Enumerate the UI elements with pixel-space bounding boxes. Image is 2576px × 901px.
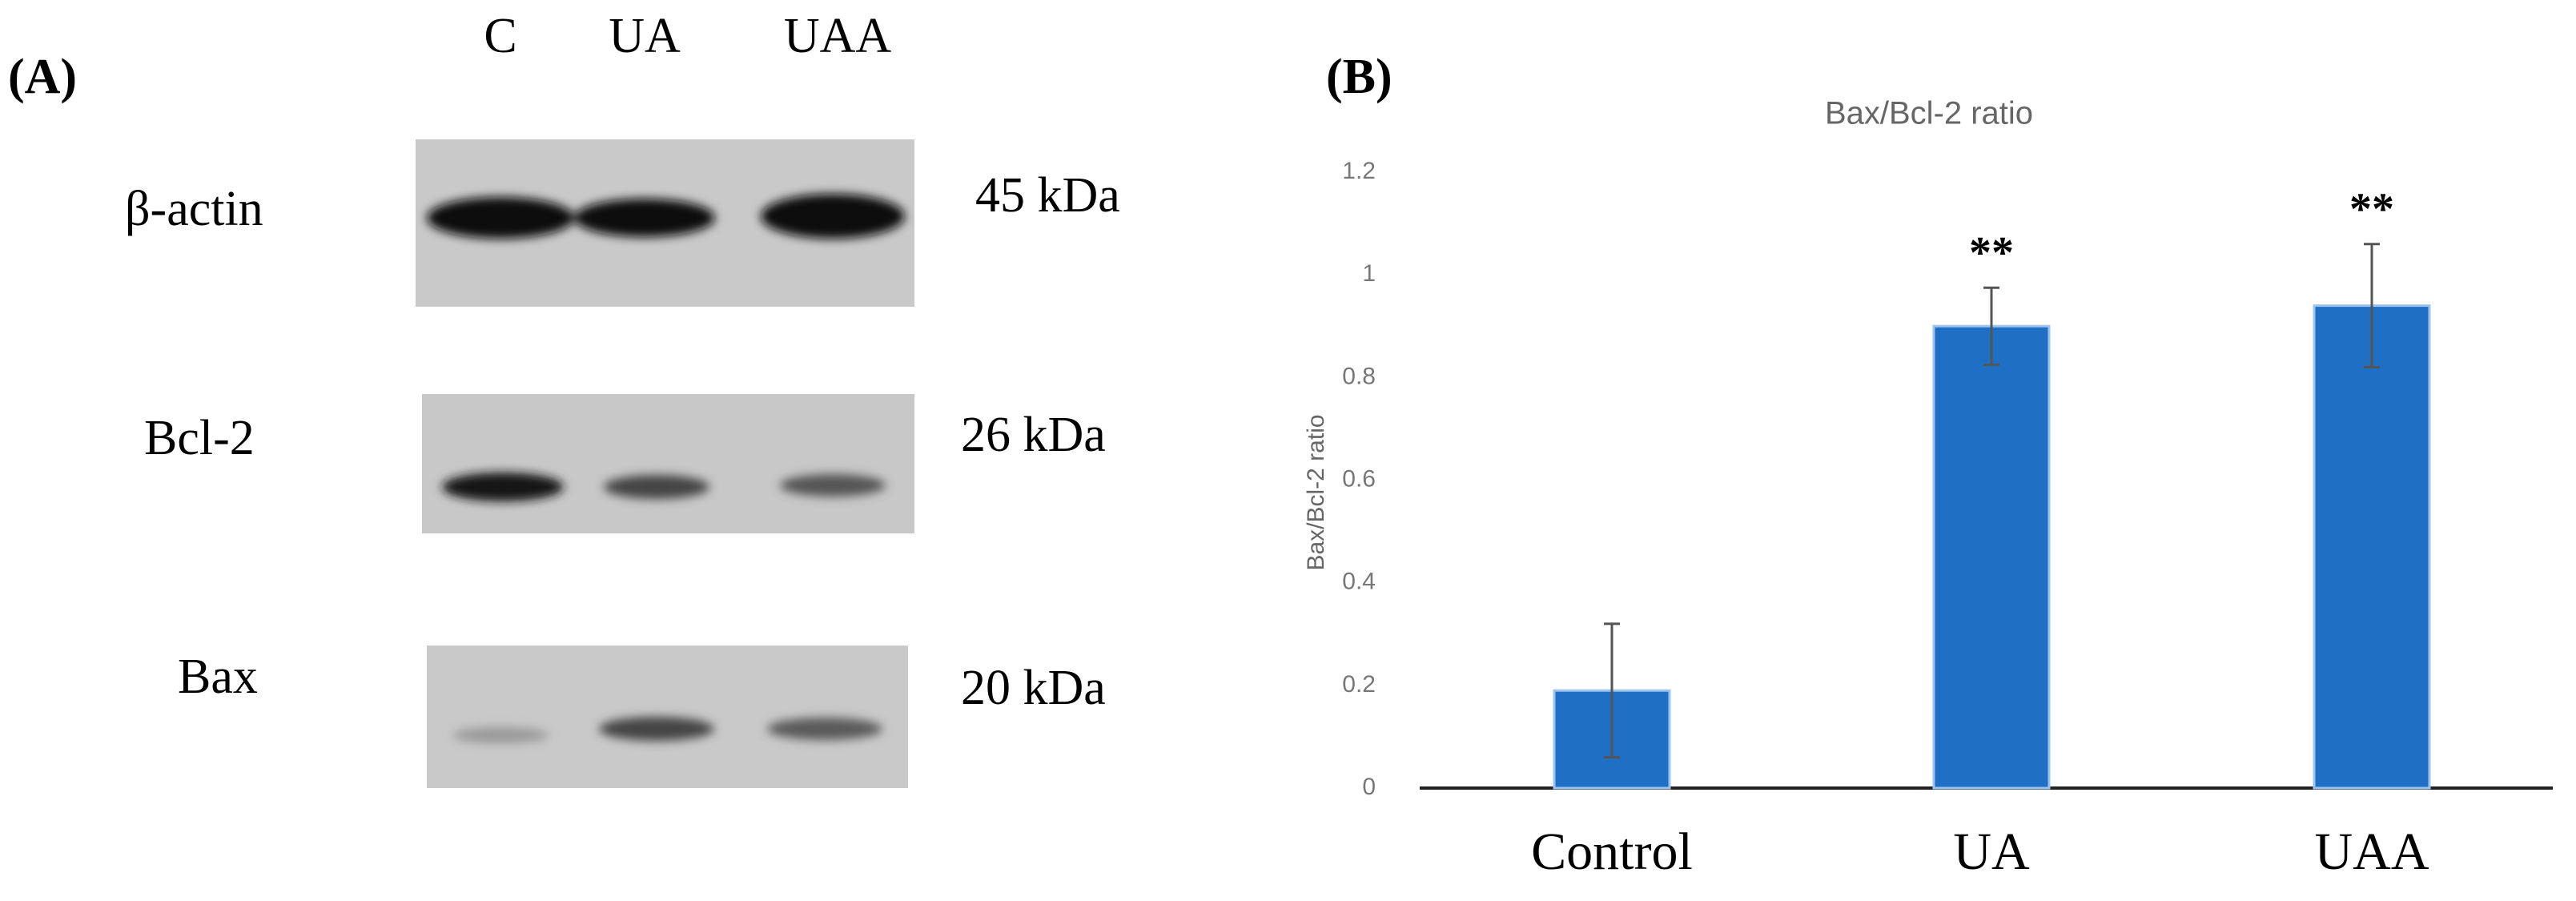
panel-b: (B) Bax/Bcl-2 ratio Bax/Bcl-2 ratio 0 0.2… <box>1303 50 2553 881</box>
y-tick-label: 0.6 <box>1342 465 1376 492</box>
y-tick-label: 1.2 <box>1342 158 1376 184</box>
lane-label: UA <box>609 9 681 63</box>
protein-label: Bax <box>178 650 258 704</box>
x-tick-label: UAA <box>2315 823 2429 881</box>
x-tick-label: UA <box>1953 823 2030 881</box>
size-label: 26 kDa <box>961 408 1106 462</box>
bar <box>1932 324 2051 790</box>
y-tick-label: 0.4 <box>1342 569 1376 595</box>
panel-label: (B) <box>1326 50 1392 104</box>
blot <box>427 646 908 788</box>
bands <box>427 194 905 239</box>
panel-label: (A) <box>8 50 77 104</box>
protein-label: β-actin <box>125 182 263 236</box>
size-label: 20 kDa <box>961 661 1106 715</box>
bar <box>2313 304 2431 790</box>
lane-label: UAA <box>784 9 892 63</box>
significance-label: ** <box>1969 228 2014 278</box>
x-tick-label: Control <box>1531 823 1693 881</box>
y-tick-label: 0.8 <box>1342 363 1376 389</box>
significance-label: ** <box>2349 185 2394 235</box>
blot <box>422 394 914 533</box>
bands <box>442 473 886 501</box>
y-tick-label: 0.2 <box>1342 671 1376 698</box>
y-axis-label: Bax/Bcl-2 ratio <box>1303 414 1329 570</box>
y-tick-label: 0 <box>1362 774 1376 800</box>
size-label: 45 kDa <box>975 168 1120 223</box>
bands <box>452 717 882 743</box>
y-tick-label: 1 <box>1362 260 1376 287</box>
panel-a: (A) C UA UAA β-actin Bcl-2 Bax 45 kDa 26… <box>8 9 1120 788</box>
lane-label: C <box>484 9 516 63</box>
protein-label: Bcl-2 <box>144 411 255 465</box>
chart-title: Bax/Bcl-2 ratio <box>1825 96 2033 131</box>
